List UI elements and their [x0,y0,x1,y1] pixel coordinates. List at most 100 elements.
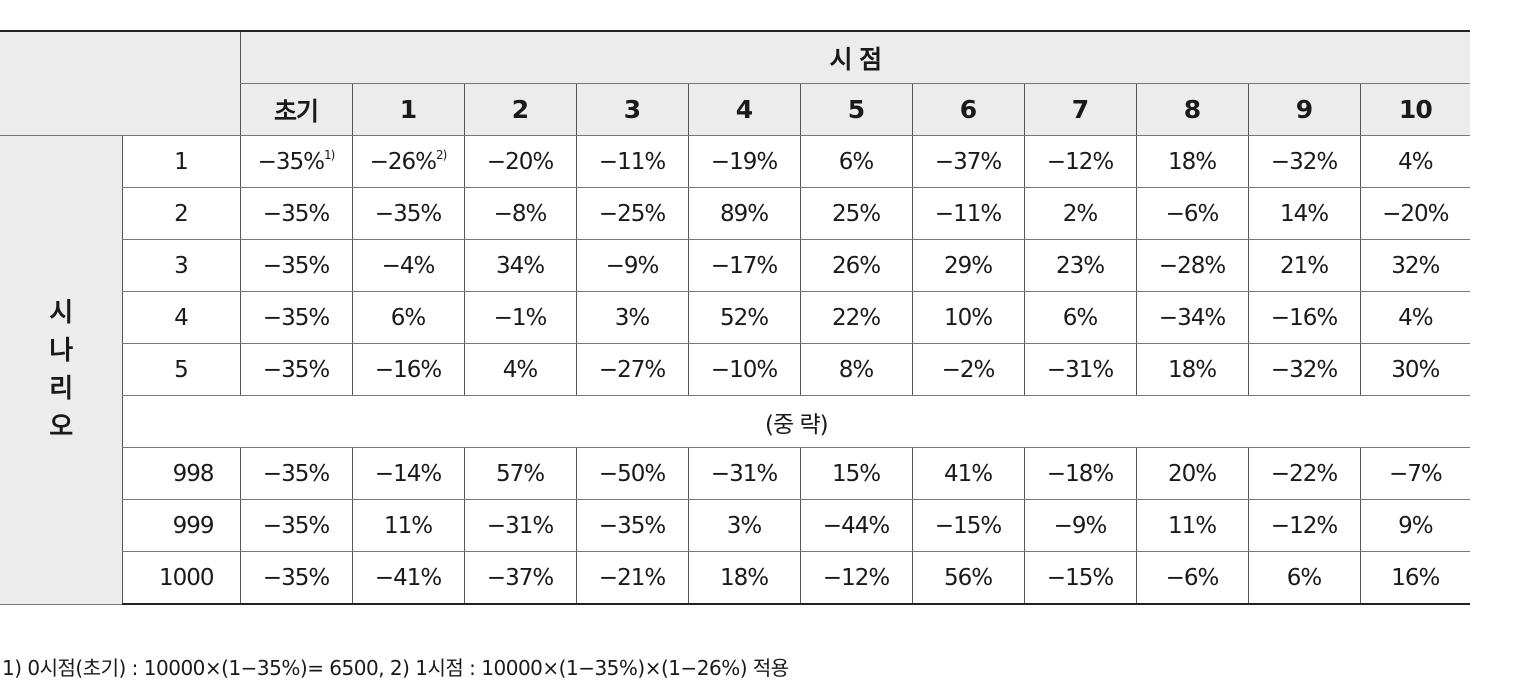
value-text: −32% [1270,148,1338,175]
column-header: 10 [1359,83,1471,136]
value-cell: −35% [239,187,352,240]
value-text: −35% [262,304,330,331]
value-cell: −16% [1247,291,1360,344]
value-text: −15% [1046,564,1114,591]
value-cell: 56% [911,551,1024,605]
value-text: −28% [1158,252,1226,279]
value-text: −11% [934,200,1002,227]
value-text: 2% [1062,200,1098,227]
value-text: −34% [1158,304,1226,331]
value-text: 52% [719,304,769,331]
value-cell: 6% [351,291,464,344]
value-cell: −35% [351,187,464,240]
value-cell: 29% [911,239,1024,292]
value-cell: −2% [911,343,1024,396]
value-cell: −50% [575,447,688,500]
value-cell: 25% [799,187,912,240]
value-cell: 10% [911,291,1024,344]
value-cell: −31% [463,499,576,552]
value-text: −35% [262,356,330,383]
value-text: 20% [1167,460,1217,487]
value-cell: 18% [687,551,800,605]
value-text: 8% [838,356,874,383]
value-text: 34% [495,252,545,279]
value-cell: −12% [799,551,912,605]
value-text: 6% [390,304,426,331]
footnote: 1) 0시점(초기) : 10000×(1−35%)= 6500, 2) 1시점… [2,656,789,680]
value-cell: 26% [799,239,912,292]
value-cell: 11% [351,499,464,552]
value-text: 21% [1279,252,1329,279]
value-text: −31% [1046,356,1114,383]
value-text: −9% [605,252,660,279]
value-text: −8% [493,200,548,227]
value-cell: 21% [1247,239,1360,292]
value-cell: −11% [575,135,688,188]
value-text: −4% [381,252,436,279]
value-cell: −4% [351,239,464,292]
header-row-top: 시 점 [0,30,1471,136]
scenario-side-char: 시 [49,297,73,328]
value-cell: −31% [687,447,800,500]
value-text: −35% [262,564,330,591]
value-cell: 41% [911,447,1024,500]
value-cell: −22% [1247,447,1360,500]
scenario-side-char: 리 [49,373,73,404]
value-cell: −35% [239,343,352,396]
value-text: 16% [1391,564,1440,591]
value-cell: −21% [575,551,688,605]
column-header: 2 [463,83,576,136]
value-cell: −37% [911,135,1024,188]
corner-cell [0,30,240,136]
value-cell: −44% [799,499,912,552]
value-cell: 32% [1359,239,1471,292]
value-cell: 14% [1247,187,1360,240]
value-cell: −35% [575,499,688,552]
value-text: 57% [495,460,545,487]
value-text: −35% [598,512,666,539]
value-cell: −7% [1359,447,1471,500]
value-text: 6% [1286,564,1322,591]
value-cell: −41% [351,551,464,605]
value-text: 6% [838,148,874,175]
scenario-number: 1 [121,135,240,188]
column-header: 7 [1023,83,1136,136]
value-cell: −14% [351,447,464,500]
value-cell: −9% [1023,499,1136,552]
value-text: −22% [1270,460,1338,487]
value-cell: −25% [575,187,688,240]
value-text: −50% [598,460,666,487]
value-cell: −6% [1135,551,1248,605]
value-text: 6% [1062,304,1098,331]
value-cell: −17% [687,239,800,292]
value-cell: 9% [1359,499,1471,552]
value-text: −25% [598,200,666,227]
value-text: 56% [943,564,993,591]
scenario-number: 999 [121,499,240,552]
value-text: 18% [719,564,769,591]
value-cell: −35% [239,499,352,552]
value-cell: −16% [351,343,464,396]
value-text: 26% [831,252,881,279]
value-text: 32% [1391,252,1440,279]
value-cell: −37% [463,551,576,605]
scenario-number: 4 [121,291,240,344]
value-text: 4% [1398,148,1433,175]
value-cell: 4% [463,343,576,396]
value-cell: −1% [463,291,576,344]
value-text: −6% [1165,564,1220,591]
column-header: 8 [1135,83,1248,136]
value-cell: −34% [1135,291,1248,344]
value-text: 18% [1167,356,1217,383]
value-text: 14% [1279,200,1329,227]
value-text: −21% [598,564,666,591]
value-cell: −15% [1023,551,1136,605]
value-text: −10% [710,356,778,383]
value-cell: −15% [911,499,1024,552]
column-header: 5 [799,83,912,136]
value-text: −16% [374,356,442,383]
table-row: 998 −35% −14% 57% −50% −31% 15% 41% −18% 20% −22% −… [0,447,1471,500]
footnote-mark: 2) [436,147,447,162]
value-text: 18% [1167,148,1217,175]
value-text: −11% [598,148,666,175]
